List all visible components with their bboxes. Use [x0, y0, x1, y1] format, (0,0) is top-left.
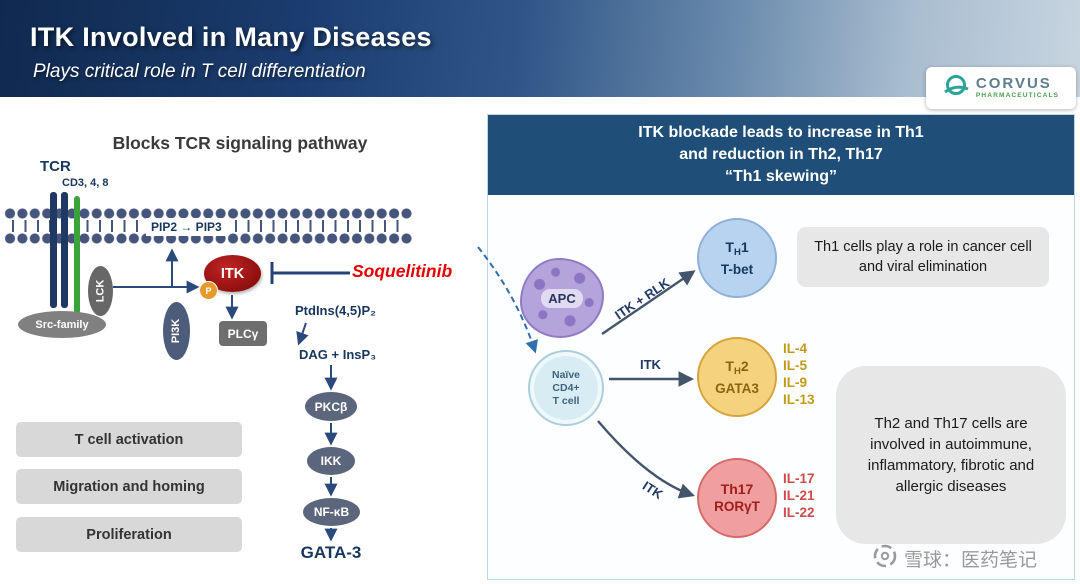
outcome-migration-homing: Migration and homing: [16, 469, 242, 504]
membrane-outer-leaflet: [4, 207, 412, 220]
page-title: ITK Involved in Many Diseases: [30, 22, 432, 52]
itk-arrow-label-th2: ITK: [640, 357, 661, 372]
nfkb-node: NF-κB: [303, 498, 360, 526]
th2-gene: GATA3: [715, 380, 759, 396]
apc-label: APC: [541, 288, 583, 308]
banner: ITK Involved in Many Diseases Plays crit…: [0, 0, 1080, 97]
th1-name: TH1: [725, 238, 749, 258]
lck-node: LCK: [88, 266, 113, 316]
pkcb-node: PKCβ: [305, 392, 357, 421]
cell-membrane: [4, 207, 412, 245]
corvus-logo: CORVUS PHARMACEUTICALS: [926, 67, 1076, 109]
tcr-label: TCR: [40, 158, 71, 175]
gata3-label: GATA-3: [300, 543, 362, 562]
left-panel-title: Blocks TCR signaling pathway: [112, 133, 368, 153]
cd-label: CD3, 4, 8: [62, 177, 109, 189]
th17-cell: Th17 RORγT: [697, 458, 777, 538]
outcome-proliferation: Proliferation: [16, 517, 242, 552]
pi3k-node: PI3K: [163, 302, 190, 360]
ptdins-label: PtdIns(4,5)P₂: [295, 303, 376, 318]
pip2-pip3-label: PIP2 → PIP3: [146, 218, 227, 236]
th1-cell: TH1 T-bet: [697, 218, 777, 298]
corvus-logo-tagline: PHARMACEUTICALS: [975, 92, 1060, 100]
src-family-node: Src-family: [18, 311, 106, 338]
soquelitinib-label: Soquelitinib: [352, 261, 453, 281]
cytokine-il21: IL-21: [783, 488, 815, 503]
corvus-logo-icon: [943, 73, 969, 104]
arrow-ptdins-to-dag: [296, 322, 309, 346]
th1-gene: T-bet: [720, 261, 754, 277]
watermark-text: 雪球：医药笔记: [904, 550, 1038, 571]
th2-cell: TH2 GATA3: [697, 337, 777, 417]
th17-gene: RORγT: [714, 499, 760, 514]
membrane-inner-leaflet: [4, 232, 412, 245]
cytokine-il22: IL-22: [783, 505, 815, 520]
cytokine-il13: IL-13: [783, 392, 815, 407]
ikk-node: IKK: [307, 447, 355, 475]
dag-insp3-label: DAG + InsP₃: [299, 347, 377, 362]
watermark: 雪球：医药笔记: [872, 543, 1037, 574]
pi3k-label: PI3K: [170, 318, 183, 344]
corvus-logo-name: CORVUS: [975, 75, 1052, 93]
th2-th17-note-box: Th2 and Th17 cells are involved in autoi…: [836, 366, 1066, 544]
cytokine-il4: IL-4: [783, 341, 808, 356]
th17-cytokines: IL-17 IL-21 IL-22: [783, 470, 815, 521]
phospho-badge: P: [199, 281, 218, 300]
tcr-chain-2: [61, 192, 68, 308]
th17-name: Th17: [720, 481, 754, 497]
page-subtitle: Plays critical role in T cell differenti…: [33, 61, 366, 82]
cytokine-il5: IL-5: [783, 358, 808, 373]
th2-name: TH2: [725, 357, 749, 377]
plc-gamma-node: PLCγ: [219, 321, 267, 346]
lck-label: LCK: [94, 279, 107, 303]
tcr-chain-1: [50, 192, 57, 308]
th1-note-box: Th1 cells play a role in cancer cell and…: [797, 227, 1049, 287]
outcome-t-cell-activation: T cell activation: [16, 422, 242, 457]
th2-cytokines: IL-4 IL-5 IL-9 IL-13: [783, 340, 815, 408]
cd-coreceptor-bar: [74, 196, 80, 314]
right-panel-header: ITK blockade leads to increase in Th1 an…: [488, 115, 1074, 195]
cytokine-il9: IL-9: [783, 375, 808, 390]
cytokine-il17: IL-17: [783, 471, 815, 486]
naive-cd4-t-cell: Naïve CD4+ T cell: [528, 350, 604, 426]
xueqiu-logo-icon: [872, 543, 898, 574]
